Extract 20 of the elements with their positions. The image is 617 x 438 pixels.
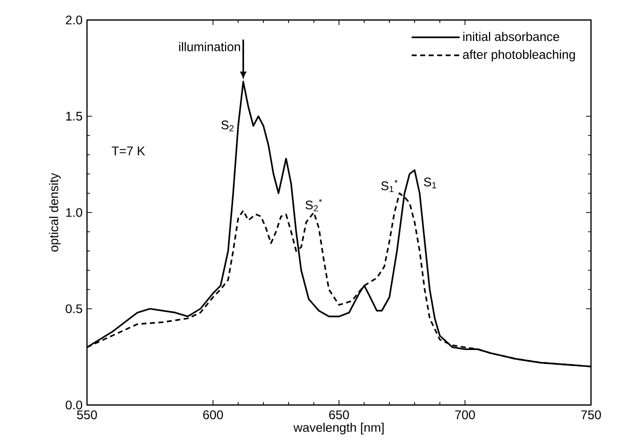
x-tick-label: 550 [77,410,97,420]
y-tick-label: 1.5 [66,112,82,121]
legend-label: initial absorbance [463,32,560,42]
x-axis-title: wavelength [nm] [293,422,384,434]
annotation: S$_{1}$* [381,180,398,192]
y-tick-label: 0.0 [66,400,82,410]
annotation: S$_{1}$ [424,178,436,188]
y-tick-label: 2.0 [66,16,82,24]
annotation: illumination [179,42,240,52]
annotation: S$_{2}$* [306,198,322,212]
y-axis-title: optical density [49,172,61,252]
y-tick-label: 1.0 [66,208,82,217]
annotation: T=7 K [112,146,146,156]
x-tick-label: 750 [581,410,601,420]
x-tick-label: 600 [203,410,223,420]
legend-label: after photobleaching [462,50,575,62]
x-tick-label: 650 [329,410,349,420]
x-tick-label: 700 [455,410,475,420]
annotation: S$_{2}$ [221,120,234,132]
y-tick-label: 0.5 [66,304,82,314]
